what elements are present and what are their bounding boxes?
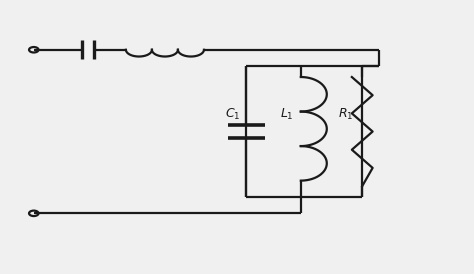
- Text: $C_1$: $C_1$: [225, 107, 240, 122]
- Text: $L_1$: $L_1$: [280, 107, 293, 122]
- Text: $R_1$: $R_1$: [338, 107, 354, 122]
